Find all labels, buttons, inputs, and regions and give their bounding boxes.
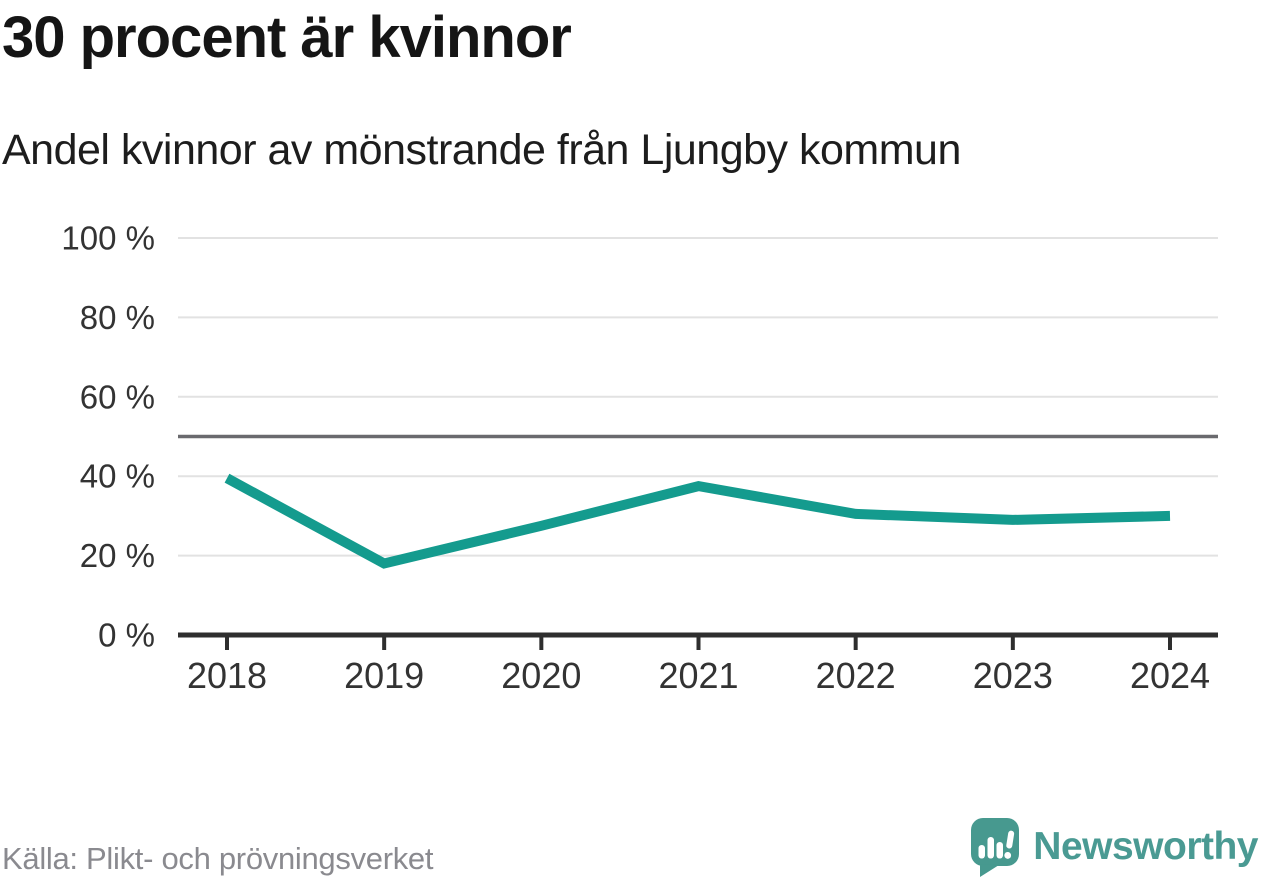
x-axis-label: 2022 [816, 655, 896, 696]
y-axis-label: 100 % [61, 220, 155, 257]
x-axis-label: 2020 [501, 655, 581, 696]
brand-name: Newsworthy [1033, 825, 1258, 868]
x-axis-label: 2023 [973, 655, 1053, 696]
y-axis-label: 80 % [80, 299, 155, 336]
y-axis-label: 20 % [80, 537, 155, 574]
x-axis-label: 2019 [344, 655, 424, 696]
y-axis-label: 60 % [80, 378, 155, 415]
x-axis-label: 2018 [187, 655, 267, 696]
y-axis-label: 0 % [98, 617, 155, 654]
y-axis-label: 40 % [80, 458, 155, 495]
source-note: Källa: Plikt- och prövningsverket [2, 841, 434, 876]
data-line [224, 473, 1171, 569]
newsworthy-logo-icon [971, 818, 1020, 877]
chart-title: 30 procent är kvinnor [2, 5, 572, 70]
chart-subtitle: Andel kvinnor av mönstrande från Ljungby… [2, 126, 961, 174]
x-axis-label: 2024 [1130, 655, 1210, 696]
x-axis-label: 2021 [658, 655, 738, 696]
brand-logo: Newsworthy [969, 816, 1258, 878]
line-chart: 0 % 20 % 40 % 60 % 80 % 100 % 2018 2019 2020 2021… [61, 220, 1218, 696]
